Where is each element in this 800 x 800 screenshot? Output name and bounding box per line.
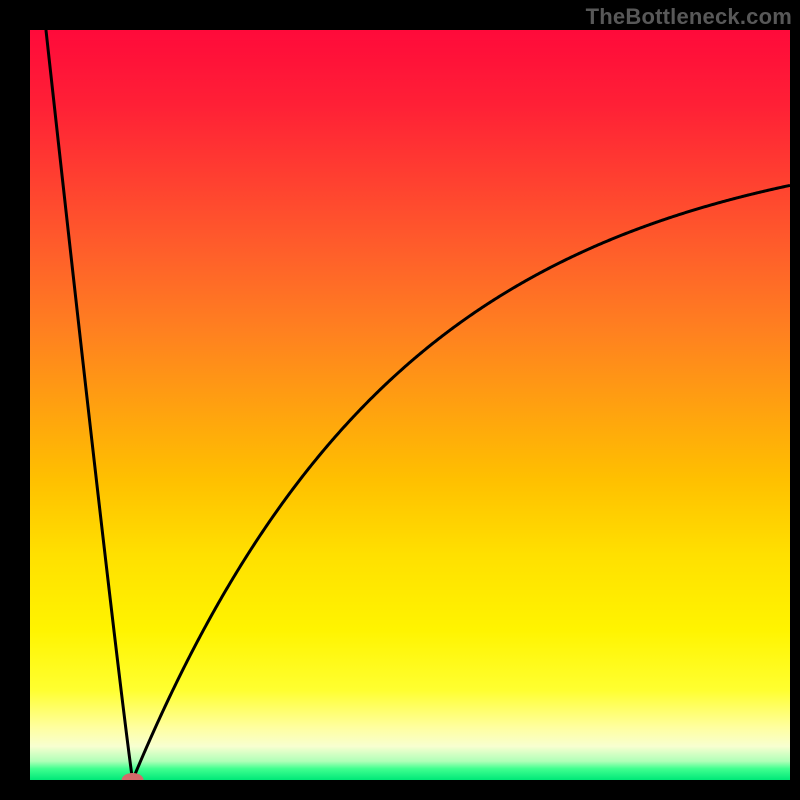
watermark-text: TheBottleneck.com [586,4,792,30]
plot-border-bottom [0,780,800,800]
plot-border-right [790,0,800,800]
chart-svg [0,0,800,800]
chart-container: TheBottleneck.com [0,0,800,800]
plot-border-left [0,0,30,800]
plot-background [30,30,790,780]
